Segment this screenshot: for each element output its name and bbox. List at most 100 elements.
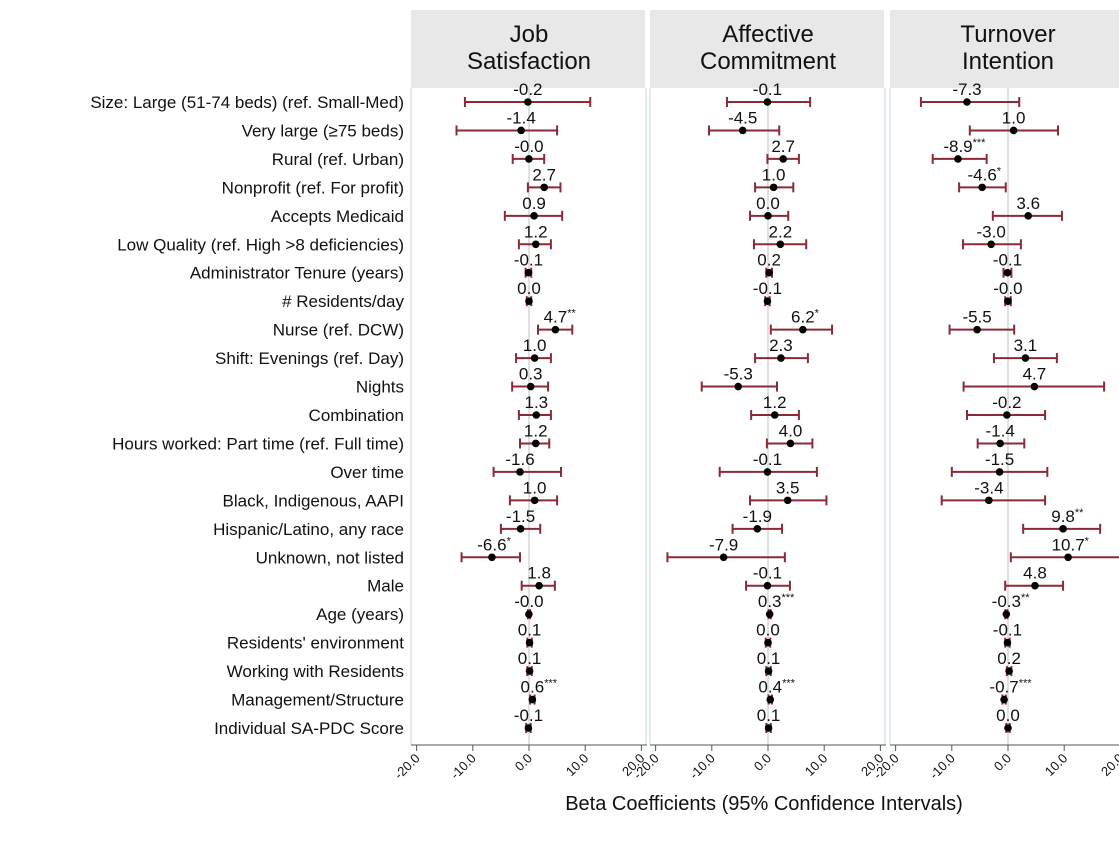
value-label: -0.7***: [989, 678, 1032, 697]
x-tick-label: -20.0: [391, 751, 423, 783]
value-text: 1.0: [1002, 108, 1026, 127]
value-label: 0.0: [996, 706, 1020, 725]
value-label: -0.1: [993, 621, 1022, 640]
value-label: 0.4***: [758, 678, 795, 697]
point: [526, 382, 535, 391]
point: [1030, 382, 1039, 391]
value-text: 4.7: [544, 308, 568, 327]
significance: ***: [544, 678, 558, 690]
significance: *: [507, 535, 512, 547]
value-label: 0.1: [518, 621, 542, 640]
value-text: -0.1: [514, 251, 543, 270]
value-text: 0.6: [521, 678, 545, 697]
point: [540, 183, 548, 192]
value-text: -5.5: [962, 308, 991, 327]
value-text: -0.0: [514, 592, 543, 611]
point: [1003, 638, 1012, 647]
point: [763, 297, 772, 305]
category-label: Black, Indigenous, AAPI: [223, 491, 404, 510]
category-label: Size: Large (51-74 beds) (ref. Small-Med…: [90, 93, 404, 112]
point: [973, 325, 981, 334]
value-text: -1.4: [985, 421, 1014, 440]
value-text: 0.0: [517, 279, 541, 298]
point: [764, 638, 772, 647]
point: [764, 667, 773, 675]
value-text: 10.7: [1052, 535, 1085, 554]
category-label: # Residents/day: [282, 292, 404, 311]
value-label: -7.9: [709, 535, 738, 554]
significance: **: [1075, 507, 1084, 519]
category-label: Nights: [356, 378, 404, 397]
value-label: -0.1: [514, 251, 543, 270]
value-label: 2.7: [771, 137, 795, 156]
point: [525, 667, 534, 675]
value-label: -7.3: [952, 80, 981, 99]
point: [799, 325, 807, 334]
value-text: -0.0: [993, 279, 1022, 298]
value-label: 1.0: [523, 336, 547, 355]
point: [1004, 297, 1012, 305]
value-text: 1.2: [524, 421, 548, 440]
point: [530, 496, 539, 505]
value-text: 0.1: [757, 649, 781, 668]
category-label: Hispanic/Latino, any race: [213, 520, 404, 539]
ci: [948, 324, 1016, 335]
value-text: 2.2: [769, 222, 793, 241]
point: [531, 240, 540, 249]
value-label: -4.6*: [968, 165, 1002, 184]
value-label: -0.3**: [992, 592, 1031, 611]
value-text: 4.8: [1023, 564, 1047, 583]
value-text: 0.0: [756, 621, 780, 640]
value-text: -1.5: [985, 450, 1014, 469]
value-text: 0.0: [996, 706, 1020, 725]
x-tick-label: -10.0: [926, 751, 958, 783]
panel-title: Satisfaction: [467, 48, 591, 75]
value-label: -0.1: [514, 706, 543, 725]
value-label: -1.4: [506, 108, 535, 127]
value-label: -0.1: [753, 564, 782, 583]
value-text: 1.0: [523, 336, 547, 355]
panel-header: [650, 10, 884, 88]
point: [530, 212, 538, 220]
value-label: 0.1: [757, 649, 781, 668]
value-text: 0.0: [756, 194, 780, 213]
point: [765, 610, 774, 618]
value-text: -7.3: [952, 80, 981, 99]
point: [1000, 695, 1008, 704]
value-label: 4.8: [1023, 564, 1047, 583]
value-text: 2.7: [771, 137, 795, 156]
point: [530, 354, 539, 362]
category-label: Very large (≥75 beds): [242, 121, 404, 140]
point: [777, 354, 785, 362]
point: [734, 382, 743, 391]
value-label: 2.3: [769, 336, 793, 355]
value-text: -1.5: [506, 507, 535, 526]
x-tick-label: 10.0: [802, 751, 831, 780]
point: [1031, 581, 1039, 590]
category-label: Hours worked: Part time (ref. Full time): [112, 434, 404, 453]
value-text: 9.8: [1051, 507, 1075, 526]
value-text: 0.1: [518, 621, 542, 640]
value-text: -0.1: [514, 706, 543, 725]
x-tick-label: -10.0: [686, 751, 718, 783]
point: [524, 98, 532, 106]
point: [528, 695, 537, 704]
value-text: -0.1: [753, 564, 782, 583]
point: [764, 212, 772, 220]
panel-header: [890, 10, 1119, 88]
value-label: 0.3***: [758, 592, 795, 611]
value-label: 0.2: [757, 251, 781, 270]
value-text: -3.0: [976, 222, 1005, 241]
significance: *: [997, 165, 1002, 177]
point: [738, 126, 747, 135]
point: [1004, 724, 1012, 732]
x-tick-label: -10.0: [447, 751, 479, 783]
value-label: 10.7*: [1052, 535, 1090, 554]
point: [719, 553, 728, 562]
panel-header: [411, 10, 645, 88]
ci: [940, 495, 1047, 506]
significance: *: [1085, 535, 1090, 547]
point: [525, 610, 533, 618]
value-label: 1.0: [1002, 108, 1026, 127]
point: [1005, 667, 1013, 675]
